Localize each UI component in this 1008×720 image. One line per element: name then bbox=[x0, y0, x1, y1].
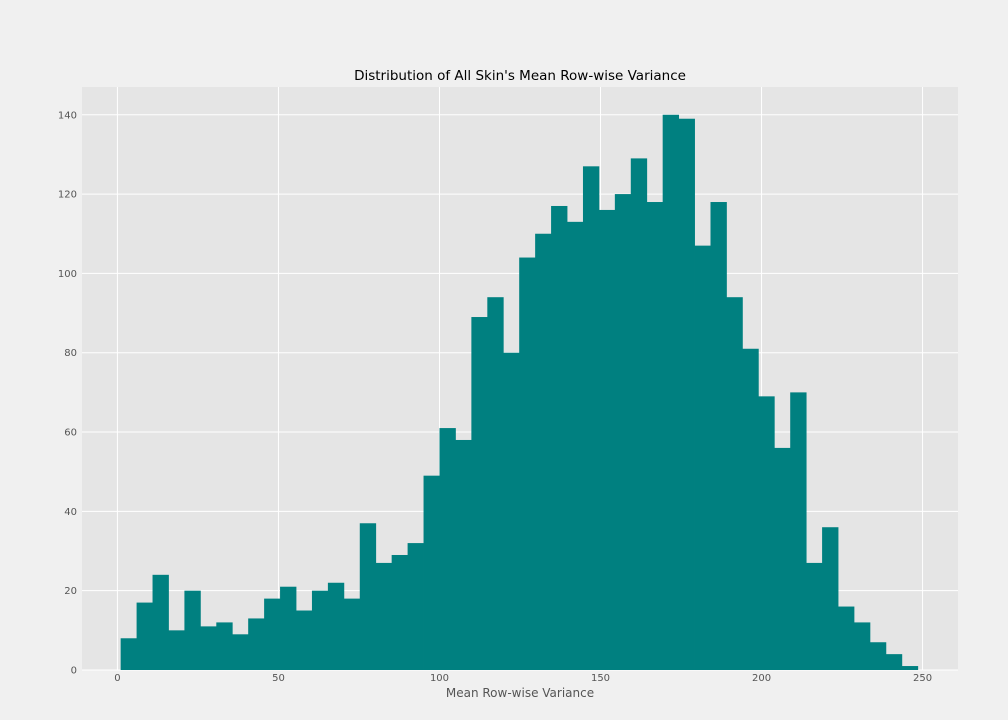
y-tick-label-1: 20 bbox=[64, 586, 77, 597]
x-tick-label-2: 100 bbox=[430, 673, 449, 684]
histogram-bar-48 bbox=[885, 654, 903, 670]
histogram-bar-42 bbox=[790, 392, 807, 670]
histogram-bar-11 bbox=[296, 610, 313, 670]
histogram-bar-25 bbox=[519, 257, 536, 670]
y-tick-label-6: 120 bbox=[58, 190, 77, 201]
histogram-bar-39 bbox=[742, 348, 759, 670]
y-tick-label-0: 0 bbox=[71, 666, 77, 677]
histogram-bar-27 bbox=[551, 205, 568, 670]
chart-title: Distribution of All Skin's Mean Row-wise… bbox=[354, 68, 686, 84]
histogram-bar-20 bbox=[439, 428, 456, 670]
histogram-bar-0 bbox=[120, 638, 137, 670]
y-tick-label-3: 60 bbox=[64, 428, 77, 439]
histogram-bar-43 bbox=[806, 562, 823, 670]
histogram-bar-40 bbox=[758, 396, 775, 670]
y-tick-label-2: 40 bbox=[64, 507, 77, 518]
histogram-bar-10 bbox=[280, 586, 297, 670]
histogram-bar-35 bbox=[678, 118, 695, 670]
histogram-bar-16 bbox=[375, 562, 393, 670]
histogram-bar-14 bbox=[343, 598, 361, 670]
histogram-bar-17 bbox=[391, 554, 409, 670]
y-tick-label-7: 140 bbox=[58, 110, 77, 121]
x-axis-label: Mean Row-wise Variance bbox=[446, 686, 594, 700]
histogram-bar-21 bbox=[455, 439, 472, 670]
histogram-bar-49 bbox=[901, 666, 919, 670]
histogram-bar-13 bbox=[327, 582, 345, 670]
histogram-bar-1 bbox=[136, 602, 153, 670]
x-tick-label-1: 50 bbox=[272, 673, 285, 684]
histogram-bar-45 bbox=[838, 606, 855, 670]
histogram-bar-12 bbox=[311, 590, 329, 670]
histogram-bar-46 bbox=[853, 622, 871, 670]
histogram-bar-5 bbox=[200, 626, 217, 670]
histogram-bar-36 bbox=[694, 245, 711, 670]
x-tick-label-3: 150 bbox=[591, 673, 610, 684]
histogram-bar-3 bbox=[168, 630, 185, 670]
x-tick-label-4: 200 bbox=[752, 673, 771, 684]
histogram-bar-15 bbox=[359, 523, 377, 670]
histogram-bar-7 bbox=[232, 634, 249, 670]
histogram-bar-22 bbox=[471, 317, 488, 670]
x-tick-label-5: 250 bbox=[913, 673, 932, 684]
histogram-bar-44 bbox=[822, 527, 839, 670]
histogram-bar-29 bbox=[582, 166, 600, 670]
histogram-bar-6 bbox=[216, 622, 233, 670]
histogram-bars bbox=[120, 114, 919, 671]
histogram-bar-28 bbox=[567, 221, 584, 670]
histogram-bar-2 bbox=[152, 574, 169, 670]
histogram-bar-19 bbox=[423, 475, 440, 670]
y-tick-labels: 0 20 40 60 80 100 120 140 bbox=[58, 110, 77, 676]
histogram-bar-18 bbox=[407, 543, 424, 670]
histogram-bar-26 bbox=[535, 233, 552, 670]
y-tick-label-5: 100 bbox=[58, 269, 77, 280]
histogram-bar-31 bbox=[614, 194, 632, 670]
histogram-bar-32 bbox=[630, 158, 648, 670]
histogram-bar-41 bbox=[774, 447, 791, 670]
histogram-bar-30 bbox=[598, 209, 616, 671]
histogram-bar-23 bbox=[487, 297, 504, 670]
x-tick-label-0: 0 bbox=[114, 673, 120, 684]
y-tick-label-4: 80 bbox=[64, 348, 77, 359]
histogram-bar-33 bbox=[646, 202, 664, 670]
histogram-bar-38 bbox=[726, 297, 743, 670]
histogram-bar-37 bbox=[710, 202, 727, 670]
histogram-bar-9 bbox=[264, 598, 281, 670]
histogram-bar-4 bbox=[184, 590, 201, 670]
histogram-bar-34 bbox=[662, 114, 680, 670]
histogram-bar-24 bbox=[503, 352, 520, 670]
x-tick-labels: 0 50 100 150 200 250 bbox=[114, 673, 932, 684]
histogram-bar-47 bbox=[869, 642, 887, 670]
histogram-bar-8 bbox=[248, 618, 265, 670]
